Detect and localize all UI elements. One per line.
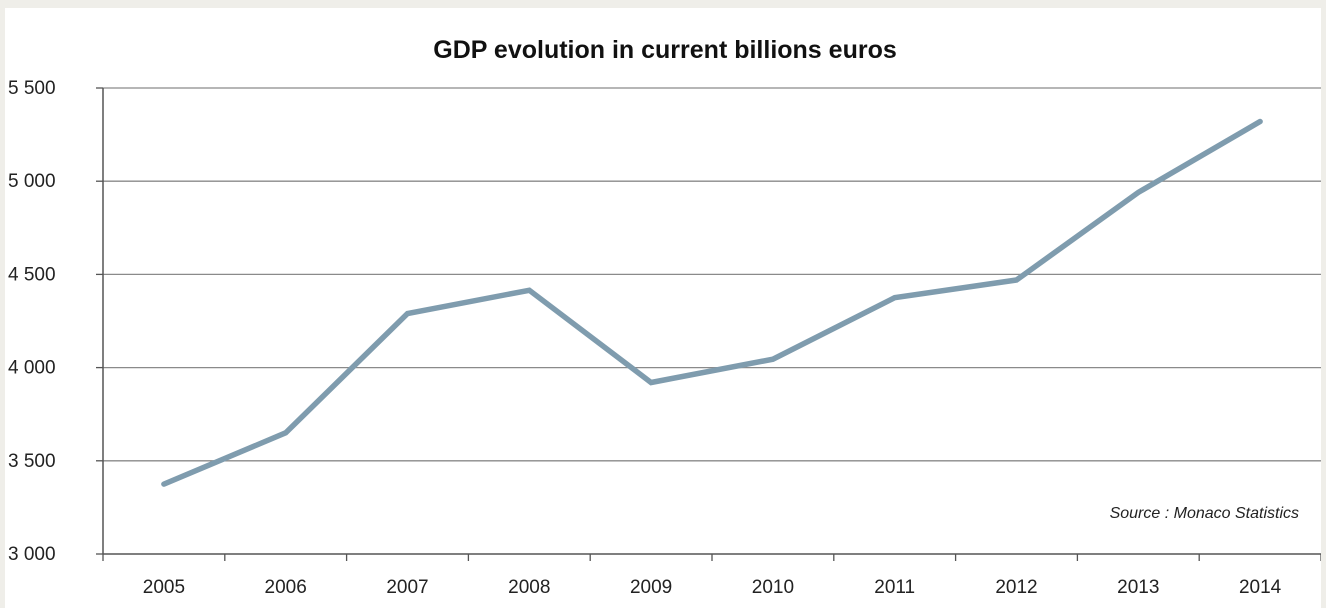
y-tick-label: 3 500 xyxy=(8,451,56,472)
y-tick-label: 4 500 xyxy=(8,264,56,285)
y-tick-label: 5 500 xyxy=(8,78,56,99)
chart-frame: GDP evolution in current billions euros … xyxy=(5,8,1321,608)
x-tick-label: 2005 xyxy=(143,577,185,598)
x-tick-label: 2011 xyxy=(874,577,915,598)
y-tick-label: 3 000 xyxy=(8,544,56,565)
chart-title: GDP evolution in current billions euros xyxy=(433,36,897,64)
x-tick-label: 2006 xyxy=(265,577,307,598)
grid-lines xyxy=(103,87,1321,462)
y-tick-label: 4 000 xyxy=(8,358,56,379)
series-layer xyxy=(161,118,1263,487)
x-axis-tick-labels: 2005 2006 2007 2008 2009 2010 2011 2012 2013 2014 xyxy=(143,577,1282,598)
axes xyxy=(96,87,1321,561)
gdp-line-chart: GDP evolution in current billions euros … xyxy=(8,36,1321,598)
x-tick-label: 2014 xyxy=(1239,577,1282,598)
x-tick-label: 2008 xyxy=(508,577,550,598)
x-tick-label: 2010 xyxy=(752,577,794,598)
y-tick-label: 5 000 xyxy=(8,171,56,192)
x-tick-label: 2012 xyxy=(995,577,1037,598)
x-tick-label: 2007 xyxy=(386,577,428,598)
x-tick-label: 2009 xyxy=(630,577,672,598)
x-tick-label: 2013 xyxy=(1117,577,1159,598)
y-axis-tick-labels: 3 000 3 500 4 000 4 500 5 000 5 500 xyxy=(8,78,56,565)
series-line xyxy=(161,118,1263,487)
source-annotation: Source : Monaco Statistics xyxy=(1110,505,1299,522)
